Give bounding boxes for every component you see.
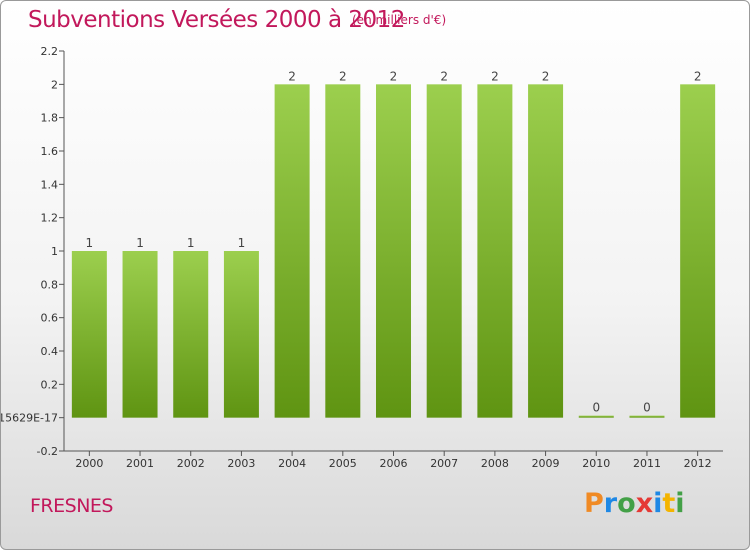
bar-2004 [274,84,310,418]
x-tick-label: 2000 [75,457,103,470]
bar-2011 [629,415,665,418]
x-tick-label: 2011 [633,457,661,470]
y-tick-label: -1.15629E-17 [1,412,58,425]
bar-2010 [578,415,614,418]
proxiti-logo[interactable]: Proxiti [584,488,685,519]
chart-subtitle: (en milliers d'€) [352,13,447,27]
y-tick-label: -0.2 [37,445,58,458]
x-tick-label: 2005 [329,457,357,470]
bar-2012 [680,84,716,418]
y-tick-label: 1.8 [41,112,59,125]
chart-title: Subventions Versées 2000 à 2012 [28,7,405,33]
bar-2003 [223,251,259,418]
y-tick-label: 0.2 [41,378,59,391]
y-axis: -0.2 -1.15629E-17 0.2 0.4 0.6 0.8 1 1.2 1.4 1.6 1.… [1,45,65,458]
bar-2000 [71,251,107,418]
bar-2009 [528,84,564,418]
x-tick-label: 2008 [481,457,509,470]
x-tick-label: 2006 [380,457,408,470]
bar-value-label: 2 [542,69,550,83]
bar-value-label: 2 [288,69,296,83]
commune-name: FRESNES [30,495,113,517]
x-tick-label: 2009 [532,457,560,470]
bar-value-label: 2 [390,69,398,83]
bars [71,84,716,418]
data-labels: 1 1 1 1 2 2 2 2 2 2 0 0 2 [86,69,702,414]
x-tick-label: 2004 [278,457,306,470]
logo-letter: t [662,488,676,519]
logo-letter: i [653,488,663,519]
x-tick-label: 2010 [582,457,610,470]
bar-value-label: 2 [694,69,702,83]
logo-letter: o [617,488,636,519]
x-tick-label: 2007 [430,457,458,470]
bar-value-label: 0 [592,401,600,415]
bar-2005 [325,84,361,418]
bar-2008 [477,84,513,418]
x-axis: 2000 2001 2002 2003 2004 2005 2006 2007 2008 2009… [64,450,723,470]
bar-2007 [426,84,462,418]
y-tick-label: 1.2 [41,212,59,225]
logo-letter: r [603,488,618,519]
x-tick-label: 2012 [684,457,712,470]
x-tick-label: 2002 [177,457,205,470]
y-tick-label: 2.2 [41,45,59,58]
bar-2006 [376,84,411,418]
bar-value-label: 2 [440,69,448,83]
bar-value-label: 0 [643,401,651,415]
logo-letter: i [675,488,685,519]
y-tick-label: 2 [51,78,58,91]
y-tick-label: 0.6 [41,312,59,325]
y-tick-label: 0.8 [41,278,59,291]
y-tick-label: 1 [51,245,58,258]
bar-value-label: 1 [86,236,94,250]
y-tick-label: 1.4 [41,178,59,191]
bar-value-label: 2 [491,69,499,83]
bar-value-label: 1 [187,236,195,250]
logo-letter: x [635,488,654,519]
bar-2002 [173,251,209,418]
y-tick-label: 1.6 [41,145,59,158]
bar-value-label: 2 [339,69,347,83]
bar-value-label: 1 [136,236,144,250]
x-tick-label: 2001 [126,457,154,470]
y-tick-label: 0.4 [41,345,59,358]
bar-value-label: 1 [238,236,246,250]
bar-2001 [122,251,158,418]
x-tick-label: 2003 [227,457,255,470]
logo-letter: P [584,488,604,519]
